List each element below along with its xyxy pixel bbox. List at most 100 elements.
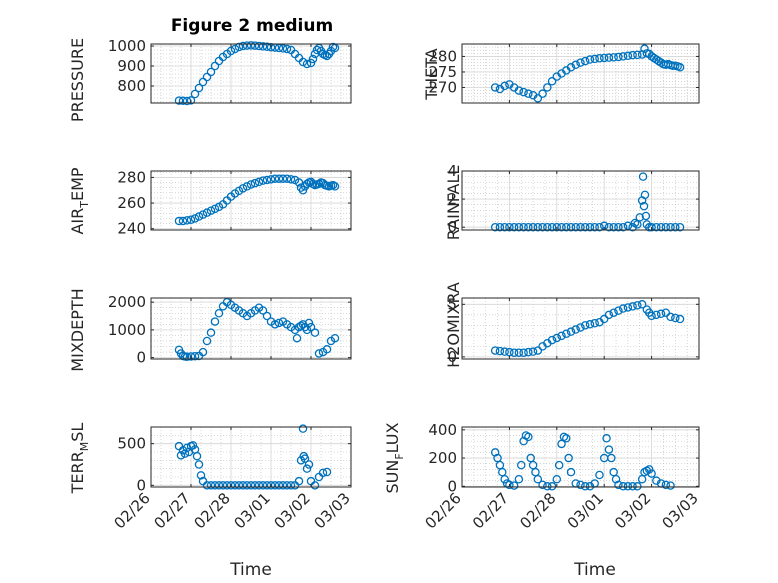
y-axis-label-rainfall: RAINFALL	[444, 166, 463, 241]
y-tick-label: 270	[428, 78, 457, 96]
data-point	[533, 94, 543, 103]
data-point	[554, 460, 564, 470]
data-point	[254, 41, 264, 51]
y-tick-label: 800	[117, 77, 146, 95]
data-point	[580, 321, 590, 330]
data-point	[585, 55, 595, 64]
data-point	[599, 314, 609, 324]
data-point	[571, 325, 581, 334]
data-point	[262, 311, 272, 321]
data-point	[524, 222, 533, 232]
data-point	[637, 300, 647, 309]
data-point	[564, 453, 573, 463]
data-point	[322, 345, 332, 354]
data-point	[609, 222, 618, 232]
y-axis-label-mixdepth: MIXDEPTH	[68, 288, 87, 371]
y-tick-label: 400	[428, 421, 457, 439]
axes-frame	[150, 43, 352, 104]
data-point	[671, 222, 680, 232]
y-tick-label: 0	[136, 349, 146, 367]
data-point	[218, 481, 228, 490]
x-tick-label: 03/03	[311, 489, 354, 532]
data-point	[514, 222, 524, 232]
data-point	[647, 222, 656, 232]
axes-frame	[150, 426, 352, 488]
data-point	[206, 67, 216, 77]
data-point	[571, 60, 581, 70]
data-point	[628, 222, 637, 232]
data-point	[547, 222, 557, 232]
data-point	[210, 481, 220, 490]
data-point	[322, 467, 332, 477]
data-point	[533, 346, 543, 355]
data-point	[194, 83, 204, 93]
data-point	[628, 50, 637, 60]
data-point	[633, 50, 642, 60]
data-point	[238, 481, 248, 490]
data-point	[635, 213, 645, 222]
data-point	[623, 221, 633, 231]
x-tick-label: 02/28	[516, 489, 559, 532]
data-point	[618, 52, 628, 61]
data-point	[495, 346, 505, 356]
data-point	[604, 445, 614, 454]
subplot-sun-flux: 0 200 400 02/26 02/27 02/28 03/01 03/02 03/03	[422, 421, 702, 533]
data-point	[178, 216, 188, 226]
data-point	[671, 313, 680, 323]
data-point	[274, 481, 284, 490]
data-point	[640, 44, 649, 53]
data-point	[306, 322, 316, 332]
data-point	[298, 424, 308, 433]
y-axis-label-air-temp: AIRTEMP	[68, 167, 91, 234]
data-point	[633, 301, 642, 310]
data-point	[202, 481, 212, 490]
data-point	[547, 335, 557, 345]
sun-flux-label-base: SUN	[383, 460, 402, 494]
air-temp-label-base: AIR	[68, 208, 87, 235]
data-point	[234, 42, 244, 52]
data-point	[188, 441, 198, 450]
y-axis-label-terr-msl: TERRMSL	[68, 423, 91, 495]
data-point	[270, 174, 280, 183]
data-point	[580, 56, 590, 66]
data-point	[314, 179, 324, 189]
data-point	[196, 471, 206, 480]
data-point	[585, 320, 595, 329]
data-point	[258, 481, 268, 490]
y-tick-label: 0	[447, 477, 457, 495]
data-point	[618, 482, 628, 491]
data-point	[628, 302, 637, 311]
data-point	[652, 310, 661, 320]
data-point	[519, 222, 528, 232]
data-point	[490, 222, 500, 232]
x-tick-label: 03/01	[231, 489, 274, 532]
subplot-pressure: 800 900 1000	[108, 37, 352, 106]
data-point	[278, 174, 288, 183]
data-point	[638, 172, 648, 181]
plot-area	[462, 171, 699, 230]
data-point	[302, 179, 312, 189]
data-point	[528, 222, 538, 232]
data-point	[607, 453, 616, 463]
data-point	[538, 89, 547, 98]
data-point	[661, 480, 671, 490]
data-point	[666, 312, 675, 322]
data-point	[500, 81, 509, 91]
data-point	[490, 83, 500, 92]
y-tick-label: 2	[447, 190, 457, 208]
y-tick-label: 280	[428, 47, 457, 65]
data-point	[599, 53, 609, 63]
data-point	[250, 178, 260, 188]
data-point	[552, 222, 562, 232]
air-temp-label-rest: EMP	[68, 167, 87, 201]
y-axis-label-theta: THETA	[422, 48, 441, 100]
data-point	[571, 222, 581, 232]
data-point	[566, 222, 576, 232]
data-point	[500, 474, 509, 484]
x-tick-label: 02/27	[151, 489, 194, 532]
axes-frame	[461, 297, 700, 360]
axes-frame	[150, 297, 352, 360]
data-point	[308, 179, 318, 189]
data-point	[547, 482, 557, 491]
data-point	[190, 89, 200, 99]
